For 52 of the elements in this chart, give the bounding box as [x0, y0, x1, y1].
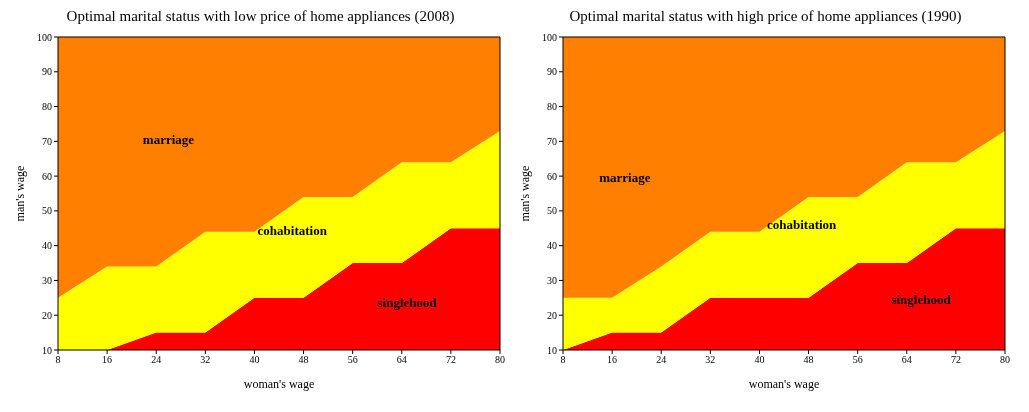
y-tick-label: 10 [42, 344, 52, 356]
x-tick-label: 64 [396, 354, 407, 366]
y-axis-title: man's wage [13, 165, 28, 222]
y-tick-label: 50 [42, 205, 52, 217]
y-tick-label: 80 [547, 101, 557, 113]
x-tick-label: 32 [200, 354, 211, 366]
x-tick-label: 32 [705, 354, 716, 366]
x-tick-label: 56 [852, 354, 863, 366]
annotation: cohabitation [767, 216, 837, 233]
y-tick-label: 60 [42, 170, 52, 182]
y-tick-label: 70 [42, 135, 52, 147]
y-tick-label: 10 [547, 344, 557, 356]
annotation: marriage [142, 132, 195, 149]
annotation: singlehood [891, 291, 951, 308]
x-tick-label: 8 [55, 354, 61, 366]
x-tick-label: 24 [151, 354, 162, 366]
x-tick-label: 16 [102, 354, 113, 366]
y-tick-label: 80 [42, 101, 52, 113]
y-tick-label: 20 [42, 309, 52, 321]
y-tick-label: 20 [547, 309, 557, 321]
y-tick-label: 70 [547, 135, 557, 147]
x-axis-title: woman's wage [748, 377, 820, 391]
x-tick-label: 40 [249, 354, 260, 366]
x-tick-label: 16 [607, 354, 618, 366]
y-tick-label: 30 [42, 274, 52, 286]
x-tick-label: 48 [803, 354, 814, 366]
x-tick-label: 24 [656, 354, 667, 366]
y-tick-label: 40 [42, 240, 52, 252]
x-tick-label: 48 [298, 354, 309, 366]
x-tick-label: 80 [495, 354, 505, 366]
y-tick-label: 100 [542, 31, 557, 43]
annotation: cohabitation [257, 223, 327, 240]
x-tick-label: 72 [950, 354, 961, 366]
y-tick-label: 60 [547, 170, 557, 182]
y-tick-label: 30 [547, 274, 557, 286]
x-tick-label: 40 [754, 354, 765, 366]
annotation: marriage [599, 169, 651, 186]
x-tick-label: 8 [560, 354, 566, 366]
x-axis-title: woman's wage [243, 377, 315, 391]
x-tick-label: 80 [1000, 354, 1010, 366]
x-tick-label: 56 [347, 354, 358, 366]
chart-title: Optimal marital status with high price of home appliances (1990) [568, 8, 963, 26]
y-tick-label: 50 [547, 205, 557, 217]
y-tick-label: 40 [547, 240, 557, 252]
y-tick-label: 90 [547, 66, 557, 78]
x-tick-label: 72 [445, 354, 456, 366]
chart-title: Optimal marital status with low price of home appliances (2008) [65, 8, 456, 26]
y-tick-label: 100 [37, 31, 52, 43]
annotation: singlehood [377, 295, 437, 312]
y-axis-title: man's wage [518, 165, 533, 222]
x-tick-label: 64 [901, 354, 912, 366]
y-tick-label: 90 [42, 66, 52, 78]
